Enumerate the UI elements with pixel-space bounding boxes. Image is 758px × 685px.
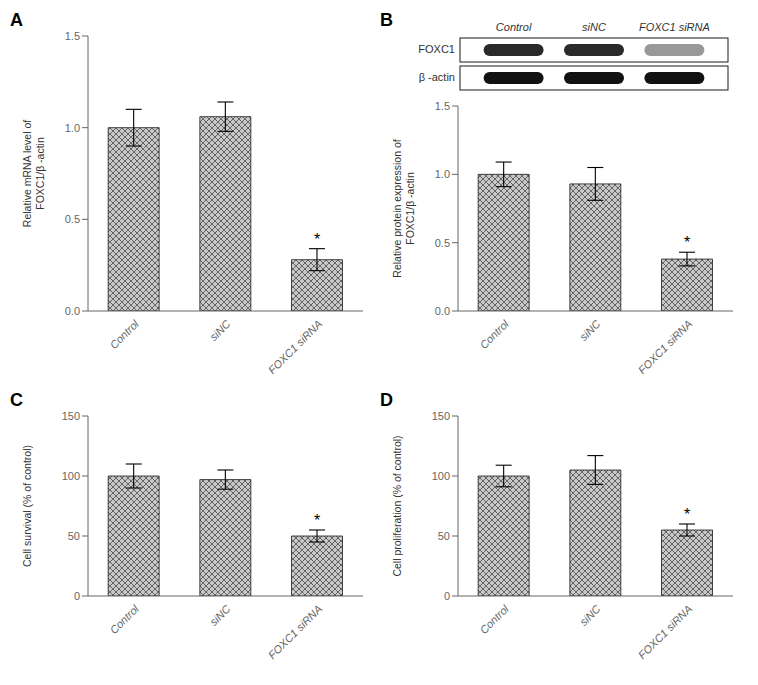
svg-text:Control: Control [496,21,532,33]
svg-text:*: * [684,506,690,523]
svg-text:FOXC1: FOXC1 [418,43,455,55]
svg-text:β -actin: β -actin [419,71,455,83]
svg-text:0.0: 0.0 [65,305,80,317]
html-text:D: D [380,390,393,410]
svg-text:siNC: siNC [207,603,232,628]
svg-text:0.5: 0.5 [65,213,80,225]
svg-text:siNC: siNC [577,603,602,628]
svg-text:*: * [314,512,320,529]
svg-text:Relative protein expression of: Relative protein expression of [391,139,403,277]
html-text:B: B [380,10,393,30]
svg-text:*: * [314,231,320,248]
svg-text:150: 150 [432,410,450,422]
svg-text:siNC: siNC [582,21,606,33]
svg-text:FOXC1 siRNA: FOXC1 siRNA [639,21,710,33]
svg-text:1.0: 1.0 [65,122,80,134]
svg-text:0: 0 [74,590,80,602]
svg-text:Cell proliferation (% of contr: Cell proliferation (% of control) [391,435,403,576]
svg-text:FOXC1 siRNA: FOXC1 siRNA [266,603,325,662]
svg-text:0.5: 0.5 [435,237,450,249]
svg-text:150: 150 [62,410,80,422]
svg-text:Control: Control [107,317,141,351]
html-text:C: C [10,390,23,410]
svg-text:FOXC1 siRNA: FOXC1 siRNA [636,603,695,662]
svg-text:Relative mRNA level of: Relative mRNA level of [21,120,33,227]
svg-text:Control: Control [107,602,141,636]
svg-text:50: 50 [438,530,450,542]
svg-text:siNC: siNC [577,318,602,343]
svg-text:50: 50 [68,530,80,542]
svg-text:FOXC1/β -actin: FOXC1/β -actin [404,172,416,245]
svg-text:FOXC1 siRNA: FOXC1 siRNA [266,318,325,377]
svg-text:Control: Control [477,317,511,351]
svg-text:0.0: 0.0 [435,305,450,317]
svg-text:1.0: 1.0 [435,168,450,180]
svg-text:0: 0 [444,590,450,602]
html-text:A: A [10,10,23,30]
svg-text:Control: Control [477,602,511,636]
svg-text:100: 100 [432,470,450,482]
svg-text:FOXC1/β -actin: FOXC1/β -actin [34,137,46,210]
svg-text:100: 100 [62,470,80,482]
svg-text:*: * [684,234,690,251]
svg-text:1.5: 1.5 [435,100,450,112]
svg-text:siNC: siNC [207,318,232,343]
svg-text:1.5: 1.5 [65,30,80,42]
svg-text:Cell survival (% of control): Cell survival (% of control) [21,445,33,567]
svg-text:FOXC1 siRNA: FOXC1 siRNA [636,318,695,377]
